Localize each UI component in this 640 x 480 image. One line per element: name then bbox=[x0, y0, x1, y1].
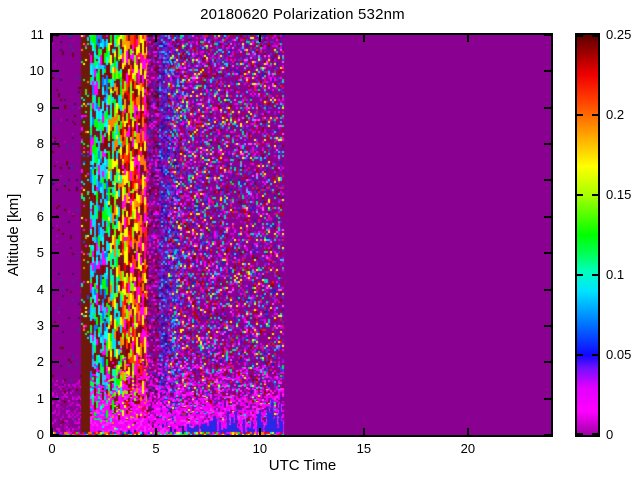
y-tick bbox=[52, 252, 59, 255]
x-tick-top bbox=[51, 35, 53, 42]
colorbar-tick-label: 0.05 bbox=[606, 347, 632, 362]
y-tick-label: 1 bbox=[36, 390, 44, 406]
colorbar-tick-label: 0 bbox=[606, 427, 614, 442]
colorbar-tick-right bbox=[592, 433, 598, 435]
y-tick bbox=[52, 34, 59, 36]
y-tick-label: 4 bbox=[36, 281, 44, 297]
colorbar-tick-right bbox=[592, 35, 598, 37]
y-tick bbox=[52, 143, 59, 146]
colorbar-tick bbox=[577, 194, 583, 196]
y-tick-right bbox=[544, 434, 551, 436]
colorbar-tick-right bbox=[592, 274, 598, 276]
x-axis-label: UTC Time bbox=[268, 457, 337, 474]
y-tick bbox=[52, 179, 59, 182]
x-tick bbox=[466, 428, 469, 435]
y-tick-label: 0 bbox=[36, 427, 44, 442]
y-tick bbox=[52, 434, 59, 436]
y-tick-right bbox=[544, 143, 551, 146]
y-tick-label: 5 bbox=[36, 245, 44, 261]
colorbar-tick-label: 0.25 bbox=[606, 27, 632, 42]
plot-area bbox=[50, 33, 553, 437]
x-tick-label: 5 bbox=[152, 441, 160, 456]
x-tick-top bbox=[362, 35, 365, 42]
x-tick bbox=[258, 428, 261, 435]
x-tick-label: 0 bbox=[48, 441, 56, 456]
y-tick-right bbox=[544, 361, 551, 364]
colorbar-tick bbox=[577, 35, 583, 37]
y-tick-label: 11 bbox=[30, 27, 45, 42]
colorbar-tick bbox=[577, 433, 583, 435]
y-tick-right bbox=[544, 288, 551, 291]
colorbar-tick-label: 0.1 bbox=[606, 267, 625, 282]
y-tick-right bbox=[544, 34, 551, 36]
y-tick-label: 6 bbox=[36, 208, 44, 224]
x-tick-label: 15 bbox=[356, 441, 372, 456]
x-tick bbox=[51, 428, 53, 435]
x-tick bbox=[154, 428, 157, 435]
chart-title: 20180620 Polarization 532nm bbox=[200, 6, 405, 23]
x-tick-label: 10 bbox=[252, 441, 268, 456]
colorbar-tick-right bbox=[592, 354, 598, 356]
y-tick-label: 10 bbox=[29, 63, 44, 79]
y-tick bbox=[52, 106, 59, 109]
colorbar-tick-label: 0.15 bbox=[606, 187, 632, 202]
y-tick-right bbox=[544, 397, 551, 400]
colorbar-tick bbox=[577, 114, 583, 116]
y-tick bbox=[52, 361, 59, 364]
colorbar-tick bbox=[577, 274, 583, 276]
y-tick bbox=[52, 397, 59, 400]
x-tick-top bbox=[154, 35, 157, 42]
colorbar bbox=[575, 33, 600, 437]
x-tick-label: 20 bbox=[460, 441, 476, 456]
y-tick-label: 7 bbox=[36, 172, 44, 188]
y-tick bbox=[52, 215, 59, 218]
colorbar-tick-right bbox=[592, 114, 598, 116]
y-tick bbox=[52, 324, 59, 327]
y-tick bbox=[52, 70, 59, 73]
y-tick-right bbox=[544, 179, 551, 182]
y-tick-right bbox=[544, 324, 551, 327]
y-tick-right bbox=[544, 106, 551, 109]
heatmap-canvas bbox=[52, 35, 551, 435]
colorbar-tick bbox=[577, 354, 583, 356]
y-tick-right bbox=[544, 215, 551, 218]
x-tick bbox=[362, 428, 365, 435]
y-tick-label: 3 bbox=[36, 317, 44, 333]
y-tick-label: 9 bbox=[36, 99, 44, 115]
y-tick-right bbox=[544, 70, 551, 73]
colorbar-tick-right bbox=[592, 194, 598, 196]
y-tick-right bbox=[544, 252, 551, 255]
x-tick-top bbox=[258, 35, 261, 42]
y-tick-label: 8 bbox=[36, 136, 44, 152]
colorbar-gradient bbox=[577, 35, 598, 435]
y-tick-label: 2 bbox=[36, 354, 44, 370]
colorbar-tick-label: 0.2 bbox=[606, 107, 625, 122]
y-tick bbox=[52, 288, 59, 291]
x-tick-top bbox=[466, 35, 469, 42]
